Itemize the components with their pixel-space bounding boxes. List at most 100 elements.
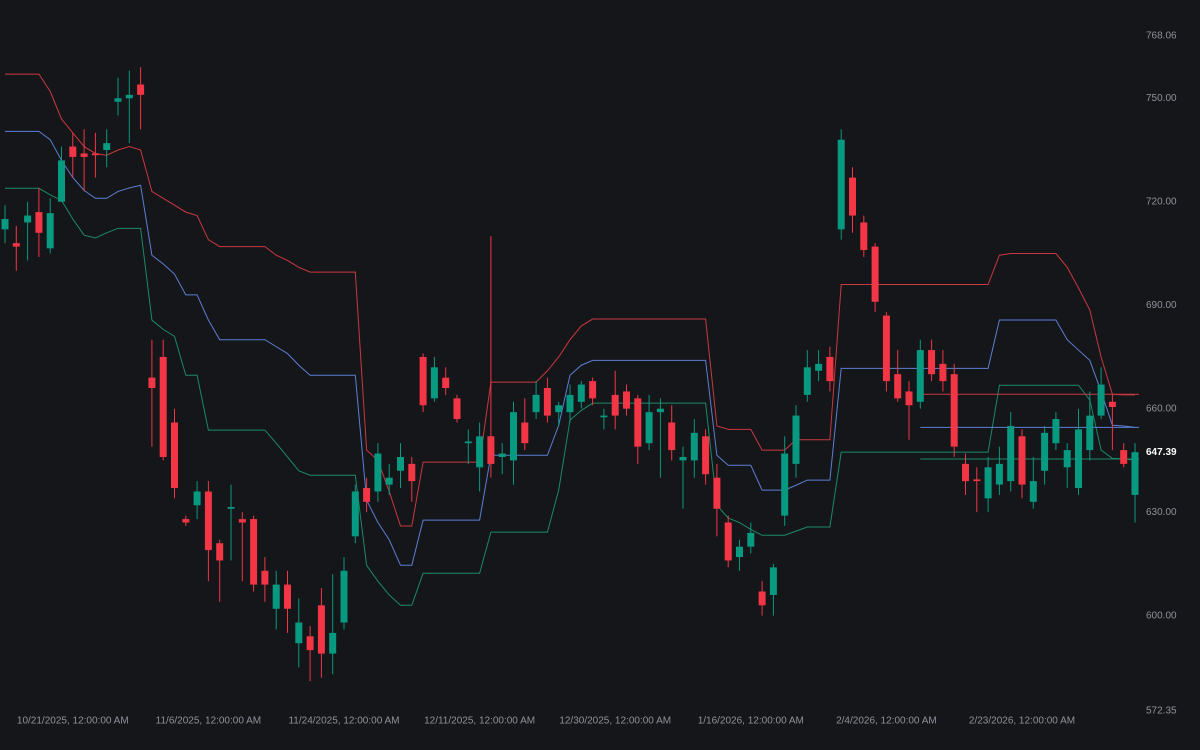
last-price-label: 647.39	[1146, 447, 1177, 458]
candle-body	[284, 584, 291, 609]
candle-body	[939, 363, 947, 382]
candle-body	[487, 436, 495, 464]
candle-body	[532, 394, 540, 413]
y-tick-label: 600.00	[1146, 610, 1177, 621]
candle-body	[555, 405, 563, 413]
x-tick-label: 10/21/2025, 12:00:00 AM	[17, 716, 129, 727]
candle-body	[815, 363, 823, 371]
candle-body	[882, 315, 890, 382]
candle-body	[476, 436, 484, 468]
candle-body	[430, 367, 438, 399]
candle-body	[928, 350, 936, 375]
y-tick-label: 572.35	[1146, 706, 1177, 717]
candle-body	[46, 213, 54, 249]
y-tick-label: 750.00	[1146, 93, 1177, 104]
candle-body	[363, 488, 371, 502]
candle-body	[464, 441, 472, 444]
channel-line	[5, 130, 1136, 566]
candle-body	[781, 453, 789, 516]
candle-body	[871, 246, 879, 302]
x-tick-label: 11/24/2025, 12:00:00 AM	[288, 716, 399, 727]
candle-body	[35, 212, 43, 233]
x-tick-label: 12/11/2025, 12:00:00 AM	[424, 716, 535, 727]
candle-body	[623, 391, 630, 409]
candle-body	[1, 219, 9, 230]
candle-body	[329, 632, 337, 654]
candle-body	[984, 467, 992, 499]
candle-body	[227, 506, 235, 509]
x-tick-label: 2/4/2026, 12:00:00 AM	[836, 716, 937, 727]
candle-body	[204, 491, 212, 551]
candle-body	[589, 381, 597, 399]
candle-body	[668, 422, 676, 451]
channel-line	[5, 73, 1135, 527]
candle-body	[408, 463, 416, 482]
candle-body	[306, 636, 314, 651]
x-tick-label: 11/6/2025, 12:00:00 AM	[156, 716, 261, 727]
candle-body	[385, 477, 393, 485]
candle-body	[611, 394, 619, 416]
candle-body	[137, 84, 145, 95]
candle-body	[837, 139, 845, 230]
candle-body	[1075, 429, 1082, 489]
candle-body	[543, 388, 551, 416]
candle-body	[125, 94, 133, 99]
candle-body	[24, 215, 32, 223]
candle-body	[713, 477, 721, 509]
candle-body	[374, 453, 382, 492]
candle-body	[1018, 436, 1026, 485]
candle-body	[962, 463, 969, 482]
candle-body	[1131, 452, 1139, 495]
y-tick-label: 690.00	[1146, 300, 1177, 311]
candle-body	[736, 546, 743, 558]
x-tick-label: 2/23/2026, 12:00:00 AM	[969, 716, 1075, 727]
candle-body	[1120, 450, 1128, 464]
candle-body	[510, 412, 517, 461]
candle-body	[1108, 401, 1116, 407]
candle-body	[498, 453, 506, 457]
candle-body	[1029, 481, 1037, 502]
candle-body	[12, 243, 20, 247]
candle-body	[419, 356, 427, 406]
candle-body	[916, 350, 924, 402]
y-tick-label: 630.00	[1146, 507, 1177, 518]
y-tick-label: 720.00	[1146, 196, 1177, 207]
candle-body	[803, 367, 811, 395]
candle-body	[995, 463, 1003, 485]
candle-body	[634, 398, 642, 447]
candle-body	[656, 408, 664, 413]
candle-body	[747, 532, 755, 547]
candle-body	[442, 377, 450, 389]
candle-body	[103, 143, 111, 151]
candle-body	[679, 456, 687, 461]
candle-body	[58, 160, 65, 202]
candle-body	[397, 456, 404, 471]
candle-body	[758, 591, 766, 606]
candle-body	[193, 491, 201, 506]
candle-body	[521, 422, 529, 444]
candle-body	[272, 584, 280, 609]
candle-body	[114, 98, 122, 102]
y-tick-label: 768.06	[1146, 31, 1177, 42]
candle-body	[849, 177, 856, 216]
candle-body	[148, 377, 156, 389]
candle-body	[566, 394, 574, 413]
x-tick-label: 1/16/2026, 12:00:00 AM	[698, 716, 804, 727]
candle-body	[1097, 384, 1105, 416]
candle-body	[769, 567, 777, 595]
candle-body	[1063, 450, 1071, 468]
candle-body	[826, 356, 834, 382]
candle-body	[600, 415, 608, 418]
candle-body	[905, 391, 913, 406]
candle-body	[317, 605, 325, 654]
candle-body	[1041, 432, 1049, 471]
candle-body	[250, 519, 258, 585]
candle-body	[577, 384, 585, 402]
candle-body	[860, 222, 868, 251]
y-tick-label: 660.00	[1146, 403, 1177, 414]
candle-body	[792, 415, 800, 464]
candle-body	[973, 479, 981, 482]
candle-body	[295, 622, 303, 644]
